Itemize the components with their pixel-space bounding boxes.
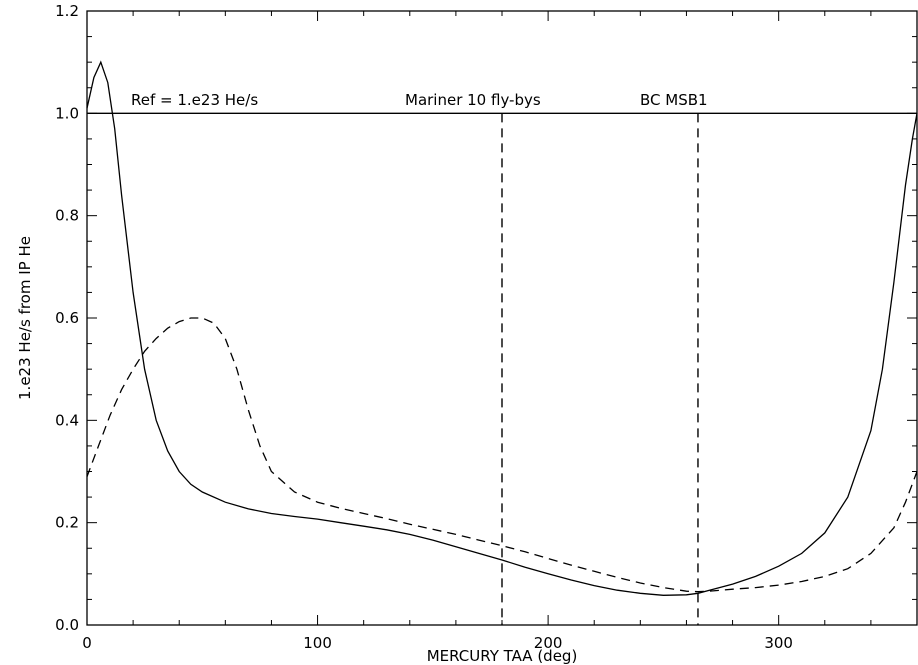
x-tick-label: 100 [303,634,332,652]
x-axis-title: MERCURY TAA (deg) [427,647,578,665]
data-lines [86,60,918,625]
y-tick-label: 0.0 [55,616,79,634]
annotation-ref: Ref = 1.e23 He/s [131,91,258,109]
y-axis-title: 1.e23 He/s from IP He [16,236,34,400]
y-tick-label: 0.6 [55,309,79,327]
y-tick-label: 0.2 [55,514,79,532]
annotation-bc: BC MSB1 [640,91,708,109]
y-tick-label: 0.4 [55,411,79,429]
ticks [86,10,918,626]
x-tick-label: 0 [82,634,92,652]
x-tick-label: 300 [764,634,793,652]
y-tick-label: 1.2 [55,2,79,20]
annotation-mariner: Mariner 10 fly-bys [405,91,541,109]
dashed-series-line [86,317,918,593]
solid-series-line [86,60,918,596]
tick-labels: 0 100 200 300 0.0 0.2 0.4 0.6 0.8 1.0 1.2 [55,2,793,652]
x-tick-label: 200 [534,634,563,652]
y-tick-label: 1.0 [55,104,79,122]
y-tick-label: 0.8 [55,207,79,225]
